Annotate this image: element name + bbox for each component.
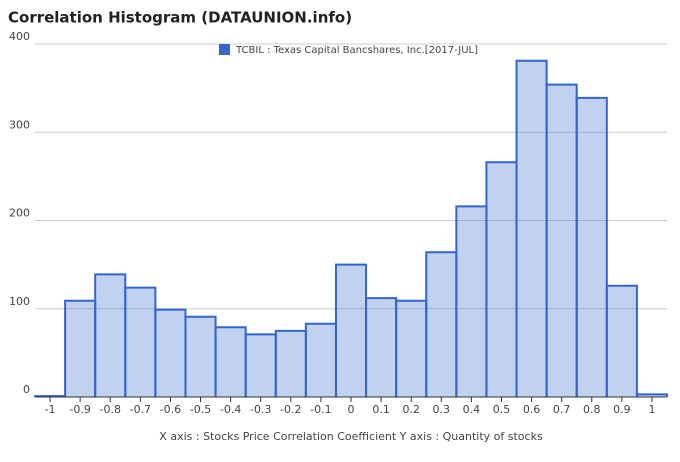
x-tick-label: -0.3 xyxy=(250,403,271,416)
legend-swatch xyxy=(219,44,230,55)
histogram-bin xyxy=(575,96,608,397)
histogram-bin xyxy=(425,251,458,397)
histogram-bin xyxy=(605,284,638,397)
histogram-bin xyxy=(64,299,97,397)
y-tick-label: 200 xyxy=(9,207,30,220)
histogram-bin xyxy=(545,83,578,397)
x-tick-label: -1 xyxy=(45,403,56,416)
x-tick-label: 0.2 xyxy=(402,403,420,416)
y-tick-label: 0 xyxy=(23,383,30,396)
x-tick-label: 1 xyxy=(648,403,655,416)
legend-label: TCBIL : Texas Capital Bancshares, Inc.[2… xyxy=(235,45,478,56)
x-tick-label: 0.6 xyxy=(523,403,541,416)
x-tick-label: 0.7 xyxy=(553,403,571,416)
histogram-bin xyxy=(124,286,157,397)
histogram-bin xyxy=(154,308,187,397)
x-tick-label: 0.4 xyxy=(463,403,481,416)
histogram-bin xyxy=(214,326,247,397)
histogram-bin xyxy=(274,329,307,397)
histogram-bin xyxy=(94,273,127,397)
x-tick-label: -0.4 xyxy=(220,403,241,416)
histogram-bin xyxy=(244,333,277,397)
histogram-bin xyxy=(304,322,337,397)
x-tick-label: -0.9 xyxy=(69,403,90,416)
x-axis-label: X axis : Stocks Price Correlation Coeffi… xyxy=(159,430,543,443)
histogram-bin xyxy=(184,315,217,397)
histogram-bin xyxy=(635,393,668,397)
x-tick-label: 0.1 xyxy=(372,403,390,416)
x-tick-label: 0.9 xyxy=(613,403,631,416)
x-tick-label: 0.8 xyxy=(583,403,601,416)
x-tick-label: -0.7 xyxy=(130,403,151,416)
histogram-bin xyxy=(334,263,368,397)
x-tick-label: 0.5 xyxy=(493,403,511,416)
y-tick-label: 100 xyxy=(9,295,30,308)
x-tick-label: -0.5 xyxy=(190,403,211,416)
x-tick-label: -0.8 xyxy=(100,403,121,416)
histogram-bin xyxy=(455,205,488,397)
y-tick-label: 400 xyxy=(9,30,30,43)
histogram-bin xyxy=(515,59,548,397)
x-tick-label: 0 xyxy=(348,403,355,416)
histogram-bin xyxy=(365,297,398,397)
y-tick-label: 300 xyxy=(9,118,30,131)
chart-title: Correlation Histogram (DATAUNION.info) xyxy=(8,9,352,27)
histogram-bin xyxy=(485,161,518,397)
x-tick-label: -0.6 xyxy=(160,403,181,416)
x-tick-label: -0.1 xyxy=(310,403,331,416)
x-tick-label: 0.3 xyxy=(433,403,451,416)
x-tick-label: -0.2 xyxy=(280,403,301,416)
histogram-bin xyxy=(395,299,428,397)
